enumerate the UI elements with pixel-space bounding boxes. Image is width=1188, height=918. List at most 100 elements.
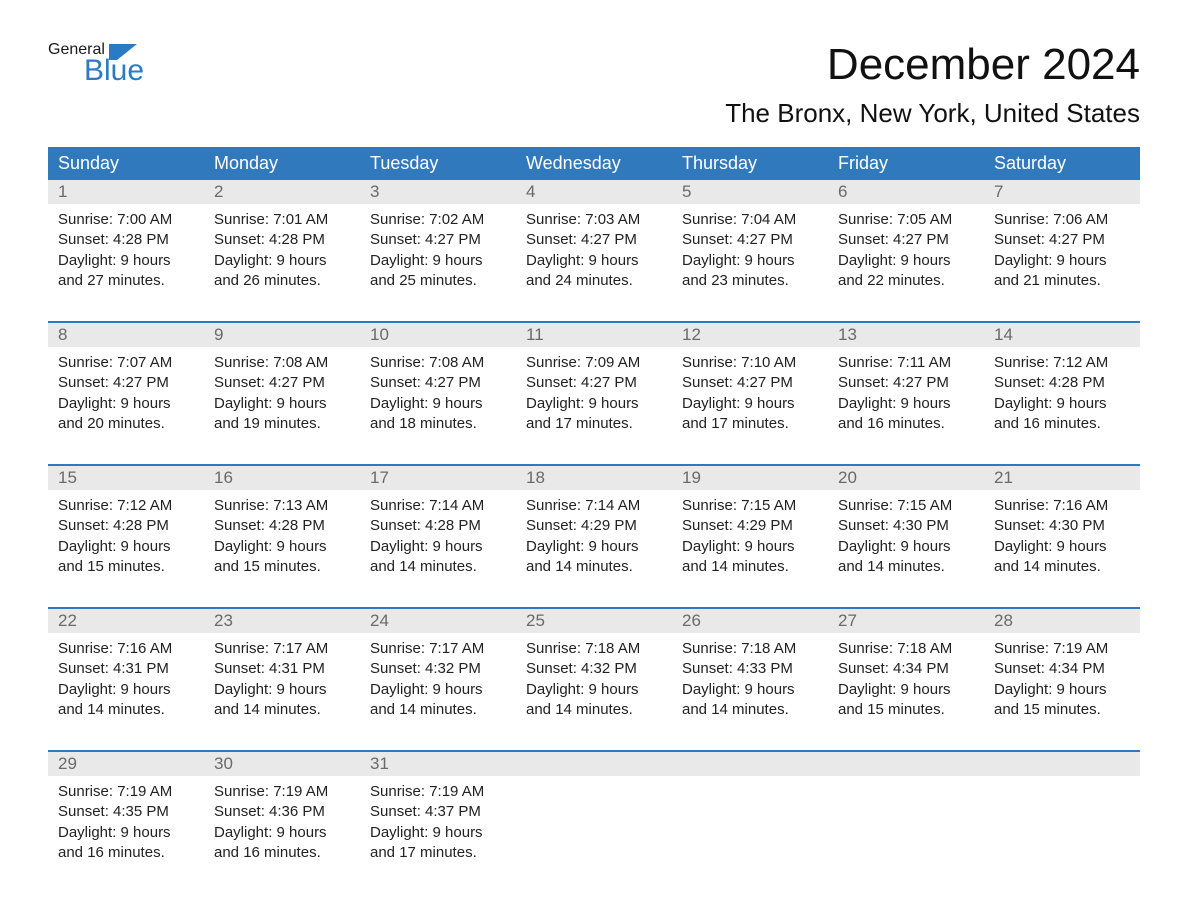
sunrise-text: Sunrise: 7:06 AM (994, 210, 1130, 230)
day-detail-cell: Sunrise: 7:19 AMSunset: 4:35 PMDaylight:… (48, 776, 204, 893)
day-number-cell: 16 (204, 466, 360, 490)
day-number-row: 22232425262728 (48, 609, 1140, 633)
day-number-cell: 8 (48, 323, 204, 347)
day-detail-cell: Sunrise: 7:16 AMSunset: 4:31 PMDaylight:… (48, 633, 204, 751)
daylight-line1: Daylight: 9 hours (370, 251, 506, 271)
day-detail-cell: Sunrise: 7:07 AMSunset: 4:27 PMDaylight:… (48, 347, 204, 465)
day-number-cell: 26 (672, 609, 828, 633)
day-number-cell: 24 (360, 609, 516, 633)
sunrise-text: Sunrise: 7:01 AM (214, 210, 350, 230)
day-detail-cell: Sunrise: 7:12 AMSunset: 4:28 PMDaylight:… (984, 347, 1140, 465)
sunset-text: Sunset: 4:27 PM (994, 230, 1130, 250)
day-number-cell (672, 752, 828, 776)
sunset-text: Sunset: 4:32 PM (370, 659, 506, 679)
sunset-text: Sunset: 4:27 PM (838, 373, 974, 393)
day-number-cell: 4 (516, 180, 672, 204)
day-number-row: 891011121314 (48, 323, 1140, 347)
sunset-text: Sunset: 4:27 PM (526, 230, 662, 250)
sunrise-text: Sunrise: 7:17 AM (214, 639, 350, 659)
daylight-line1: Daylight: 9 hours (682, 537, 818, 557)
daylight-line1: Daylight: 9 hours (682, 394, 818, 414)
daylight-line2: and 27 minutes. (58, 271, 194, 291)
day-number-cell: 22 (48, 609, 204, 633)
sunrise-text: Sunrise: 7:12 AM (994, 353, 1130, 373)
sunrise-text: Sunrise: 7:17 AM (370, 639, 506, 659)
daylight-line1: Daylight: 9 hours (526, 537, 662, 557)
sunset-text: Sunset: 4:28 PM (58, 230, 194, 250)
sunset-text: Sunset: 4:33 PM (682, 659, 818, 679)
day-detail-row: Sunrise: 7:12 AMSunset: 4:28 PM Daylight:… (48, 490, 1140, 608)
sunset-text: Sunset: 4:29 PM (682, 516, 818, 536)
month-title: December 2024 (827, 40, 1140, 90)
daylight-line2: and 14 minutes. (370, 557, 506, 577)
daylight-line1: Daylight: 9 hours (994, 537, 1130, 557)
sunset-text: Sunset: 4:27 PM (370, 230, 506, 250)
weekday-header: Wednesday (516, 147, 672, 180)
day-detail-cell: Sunrise: 7:08 AMSunset: 4:27 PMDaylight:… (360, 347, 516, 465)
day-number-cell: 21 (984, 466, 1140, 490)
daylight-line2: and 21 minutes. (994, 271, 1130, 291)
day-number-row: 15161718192021 (48, 466, 1140, 490)
daylight-line1: Daylight: 9 hours (214, 680, 350, 700)
daylight-line1: Daylight: 9 hours (370, 537, 506, 557)
daylight-line1: Daylight: 9 hours (994, 680, 1130, 700)
day-number-cell: 31 (360, 752, 516, 776)
day-detail-cell: Sunrise: 7:06 AMSunset: 4:27 PMDaylight:… (984, 204, 1140, 322)
daylight-line2: and 22 minutes. (838, 271, 974, 291)
daylight-line1: Daylight: 9 hours (58, 251, 194, 271)
day-detail-cell: Sunrise: 7:19 AMSunset: 4:34 PMDaylight:… (984, 633, 1140, 751)
day-detail-cell: Sunrise: 7:18 AMSunset: 4:33 PMDaylight:… (672, 633, 828, 751)
daylight-line2: and 14 minutes. (838, 557, 974, 577)
sunrise-text: Sunrise: 7:18 AM (838, 639, 974, 659)
daylight-line2: and 26 minutes. (214, 271, 350, 291)
daylight-line2: and 14 minutes. (526, 700, 662, 720)
weekday-header: Monday (204, 147, 360, 180)
daylight-line1: Daylight: 9 hours (370, 394, 506, 414)
sunset-text: Sunset: 4:28 PM (58, 516, 194, 536)
day-number-cell: 28 (984, 609, 1140, 633)
day-number-cell: 3 (360, 180, 516, 204)
day-detail-row: Sunrise: 7:16 AMSunset: 4:31 PMDaylight:… (48, 633, 1140, 751)
sunrise-text: Sunrise: 7:03 AM (526, 210, 662, 230)
day-detail-cell: Sunrise: 7:10 AMSunset: 4:27 PMDaylight:… (672, 347, 828, 465)
daylight-line1: Daylight: 9 hours (58, 680, 194, 700)
sunrise-text: Sunrise: 7:04 AM (682, 210, 818, 230)
location-text: The Bronx, New York, United States (48, 98, 1140, 129)
day-detail-cell: Sunrise: 7:13 AMSunset: 4:28 PMDaylight:… (204, 490, 360, 608)
day-detail-cell: Sunrise: 7:12 AMSunset: 4:28 PMDaylight:… (48, 490, 204, 608)
daylight-line1: Daylight: 9 hours (994, 251, 1130, 271)
daylight-line2: and 15 minutes. (994, 700, 1130, 720)
day-number-cell: 23 (204, 609, 360, 633)
calendar-table: SundayMondayTuesdayWednesdayThursdayFrid… (48, 147, 1140, 893)
weekday-header: Friday (828, 147, 984, 180)
day-number-cell (828, 752, 984, 776)
day-detail-cell (828, 776, 984, 893)
day-number-cell: 29 (48, 752, 204, 776)
daylight-line1: Daylight: 9 hours (838, 251, 974, 271)
sunrise-text: Sunrise: 7:13 AM (214, 496, 350, 516)
day-detail-cell (516, 776, 672, 893)
daylight-line1: Daylight: 9 hours (994, 394, 1130, 414)
day-detail-row: Sunrise: 7:19 AMSunset: 4:35 PMDaylight:… (48, 776, 1140, 893)
day-detail-cell: Sunrise: 7:18 AMSunset: 4:34 PMDaylight:… (828, 633, 984, 751)
day-detail-cell (984, 776, 1140, 893)
day-number-cell: 11 (516, 323, 672, 347)
day-number-row: 1234567 (48, 180, 1140, 204)
sunset-text: Sunset: 4:29 PM (526, 516, 662, 536)
weekday-header-row: SundayMondayTuesdayWednesdayThursdayFrid… (48, 147, 1140, 180)
daylight-line1: Daylight: 9 hours (682, 251, 818, 271)
daylight-line2: and 14 minutes. (682, 700, 818, 720)
sunset-text: Sunset: 4:32 PM (526, 659, 662, 679)
weekday-header: Sunday (48, 147, 204, 180)
sunset-text: Sunset: 4:35 PM (58, 802, 194, 822)
sunrise-text: Sunrise: 7:19 AM (214, 782, 350, 802)
sunrise-text: Sunrise: 7:10 AM (682, 353, 818, 373)
day-number-cell: 25 (516, 609, 672, 633)
day-detail-cell: Sunrise: 7:09 AMSunset: 4:27 PMDaylight:… (516, 347, 672, 465)
sunrise-text: Sunrise: 7:12 AM (58, 496, 194, 516)
day-detail-cell: Sunrise: 7:05 AMSunset: 4:27 PMDaylight:… (828, 204, 984, 322)
sunset-text: Sunset: 4:30 PM (838, 516, 974, 536)
daylight-line2: and 18 minutes. (370, 414, 506, 434)
sunset-text: Sunset: 4:34 PM (994, 659, 1130, 679)
sunset-text: Sunset: 4:37 PM (370, 802, 506, 822)
